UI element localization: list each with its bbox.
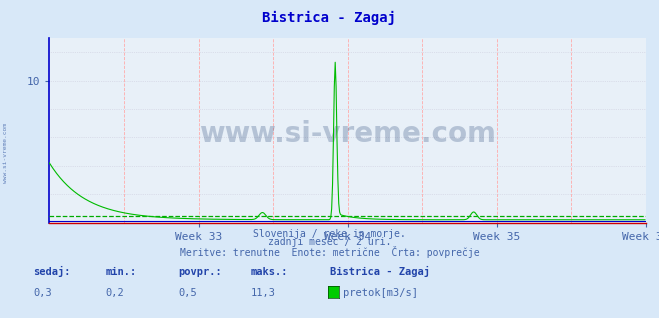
Text: pretok[m3/s]: pretok[m3/s] bbox=[343, 288, 418, 298]
Text: 0,2: 0,2 bbox=[105, 288, 124, 298]
Text: 0,3: 0,3 bbox=[33, 288, 51, 298]
Text: Meritve: trenutne  Enote: metrične  Črta: povprečje: Meritve: trenutne Enote: metrične Črta: … bbox=[180, 246, 479, 259]
Text: povpr.:: povpr.: bbox=[178, 267, 221, 277]
Text: Bistrica - Zagaj: Bistrica - Zagaj bbox=[262, 11, 397, 25]
Text: min.:: min.: bbox=[105, 267, 136, 277]
Text: 0,5: 0,5 bbox=[178, 288, 196, 298]
Text: Bistrica - Zagaj: Bistrica - Zagaj bbox=[330, 266, 430, 277]
Text: www.si-vreme.com: www.si-vreme.com bbox=[199, 120, 496, 148]
Text: www.si-vreme.com: www.si-vreme.com bbox=[3, 123, 8, 183]
Text: zadnji mesec / 2 uri.: zadnji mesec / 2 uri. bbox=[268, 237, 391, 247]
Text: 11,3: 11,3 bbox=[250, 288, 275, 298]
Text: maks.:: maks.: bbox=[250, 267, 288, 277]
Text: Slovenija / reke in morje.: Slovenija / reke in morje. bbox=[253, 229, 406, 239]
Text: sedaj:: sedaj: bbox=[33, 266, 71, 277]
